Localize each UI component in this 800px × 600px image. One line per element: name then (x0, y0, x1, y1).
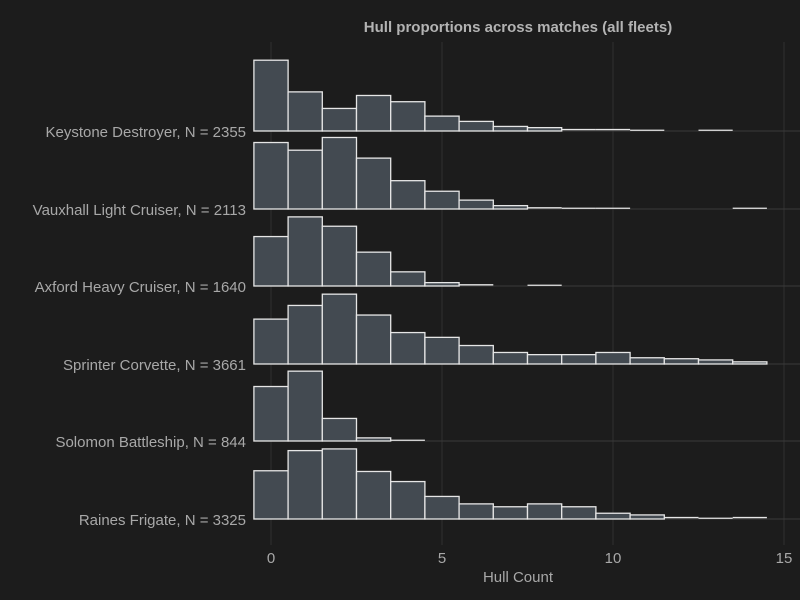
histogram-bar (458, 120, 494, 132)
histogram-bar (355, 157, 392, 210)
series-group (253, 136, 767, 210)
histogram-bar (355, 314, 392, 365)
histogram-bar (287, 304, 323, 365)
histogram-bar (355, 470, 392, 520)
histogram-bar (561, 353, 597, 365)
histogram-bar (321, 136, 358, 210)
histogram-bar (253, 470, 289, 520)
histogram-bar (492, 506, 529, 520)
row-label: Axford Heavy Cruiser, N = 1640 (35, 279, 246, 296)
histogram-bar (321, 293, 358, 365)
histogram-bar (492, 125, 529, 132)
x-tick-label: 10 (605, 550, 622, 567)
histogram-bar (561, 506, 597, 520)
histogram-bar (287, 370, 323, 442)
histogram-bar (390, 101, 426, 132)
histogram-bar (526, 126, 563, 132)
histogram-bar (732, 361, 768, 365)
histogram-bar (424, 115, 460, 132)
histogram-bar (253, 59, 289, 132)
x-tick-label: 15 (776, 550, 793, 567)
histogram-bar (355, 94, 392, 132)
histogram-bar (492, 204, 529, 210)
histogram-bar (458, 199, 494, 210)
row-label: Raines Frigate, N = 3325 (79, 512, 246, 529)
labels-layer: 0 5 10 15 Keystone Destroyer, N = 2355 Vauxha… (33, 124, 793, 567)
histogram-bar (390, 271, 426, 287)
histogram-bar (287, 149, 323, 210)
histogram-bar (424, 495, 460, 520)
series-group (253, 293, 768, 365)
histogram-bar (390, 180, 426, 210)
row-label: Vauxhall Light Cruiser, N = 2113 (33, 202, 246, 219)
histogram-bar (424, 190, 460, 210)
x-axis-label: Hull Count (483, 569, 554, 586)
x-tick-label: 5 (438, 550, 446, 567)
row-label: Solomon Battleship, N = 844 (55, 434, 246, 451)
bars-layer (253, 59, 768, 520)
histogram-bar (253, 385, 289, 442)
histogram-bar (595, 512, 631, 520)
histogram-bar (492, 351, 529, 365)
x-tick-label: 0 (267, 550, 275, 567)
histogram-bar (595, 351, 631, 365)
histogram-bar (321, 417, 358, 442)
histogram-bar (390, 480, 426, 520)
histogram-bar (629, 514, 665, 520)
histogram-bar (629, 357, 665, 365)
histogram-bar (321, 107, 358, 132)
chart-title: Hull proportions across matches (all fle… (364, 19, 672, 36)
row-label: Sprinter Corvette, N = 3661 (63, 357, 246, 374)
histogram-bar (287, 91, 323, 132)
histogram-bar (697, 359, 734, 365)
histogram-bar (526, 503, 563, 520)
histogram-bar (287, 216, 323, 287)
histogram-bar (253, 235, 289, 287)
histogram-bar (458, 344, 494, 365)
histogram-bar (663, 358, 700, 365)
series-group (253, 216, 562, 287)
histogram-bar (424, 336, 460, 365)
series-group (253, 370, 425, 442)
histogram-bar (253, 318, 289, 365)
histogram-bar (390, 331, 426, 365)
histogram-bar (321, 448, 358, 520)
histogram-bar (253, 141, 289, 210)
histogram-bar (355, 251, 392, 287)
row-label: Keystone Destroyer, N = 2355 (45, 124, 246, 141)
series-group (253, 448, 767, 520)
histogram-bar (287, 449, 323, 520)
histogram-bar (424, 281, 460, 287)
histogram-bar (355, 437, 392, 442)
histogram-bar (321, 225, 358, 287)
series-group (253, 59, 733, 132)
histogram-bar (526, 353, 563, 365)
histogram-bar (458, 503, 494, 520)
